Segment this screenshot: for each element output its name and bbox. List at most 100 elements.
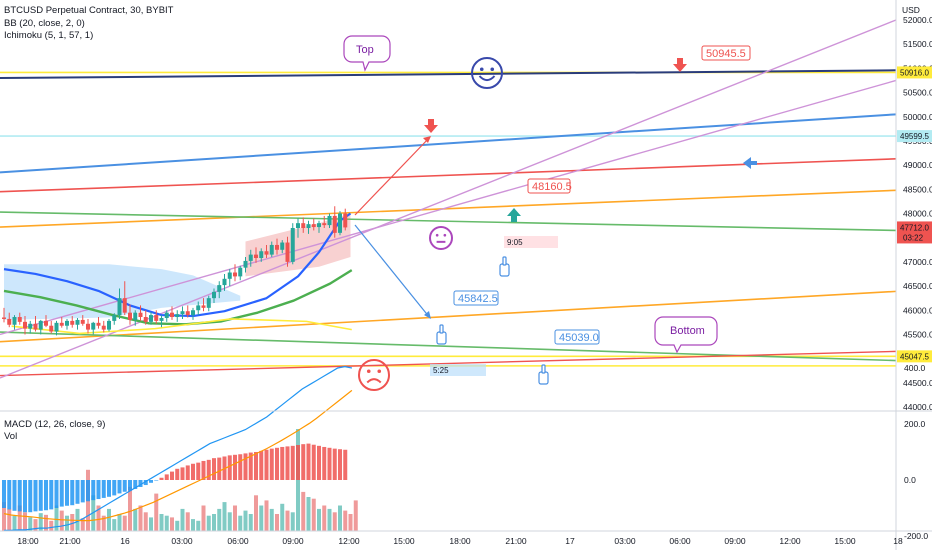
volume-bar xyxy=(311,498,316,531)
happy-face-icon-outline xyxy=(471,57,503,89)
candle-body xyxy=(138,312,143,318)
trend-line xyxy=(0,211,897,232)
macd-tick-label: -200.0 xyxy=(904,531,928,541)
volume-bar xyxy=(317,508,321,531)
candle-body xyxy=(44,320,48,326)
price-tick-label: 47000.0 xyxy=(903,257,932,267)
price-note-50945: 50945.5 xyxy=(706,48,746,60)
macd-histogram-bar xyxy=(112,480,117,496)
volume-bar xyxy=(196,520,201,531)
candle-body xyxy=(86,323,90,330)
volume-bar xyxy=(112,519,117,531)
volume-bar xyxy=(191,519,195,531)
ichimoku-indicator-label[interactable]: Ichimoku (5, 1, 57, 1) xyxy=(4,30,94,41)
volume-bar xyxy=(227,512,232,531)
price-tag-box xyxy=(897,130,932,143)
volume-bar xyxy=(38,513,43,531)
volume-bar xyxy=(96,505,101,531)
macd-histogram-bar xyxy=(290,445,295,480)
volume-bar xyxy=(107,508,111,531)
volume-bar xyxy=(164,515,169,531)
candle-body xyxy=(238,267,243,277)
volume-bar xyxy=(269,508,274,531)
macd-pane xyxy=(2,365,358,532)
price-tag-countdown: 03:22 xyxy=(903,233,924,242)
sad-face-icon-outline xyxy=(358,359,390,391)
macd-histogram-bar xyxy=(306,443,311,480)
price-tick-label: 52000.0 xyxy=(903,15,932,25)
price-tick-label: 51500.0 xyxy=(903,39,932,49)
candle-body xyxy=(7,318,12,325)
price-tick-label: 45500.0 xyxy=(903,329,932,339)
candle-body xyxy=(54,322,59,332)
volume-bar xyxy=(180,508,185,531)
volume-bar xyxy=(17,505,22,531)
price-tag-box xyxy=(897,221,932,244)
candle-body xyxy=(96,322,101,326)
volume-bar xyxy=(238,515,243,531)
ichimoku-lagging-line xyxy=(11,318,352,335)
volume-bar xyxy=(80,518,85,531)
candle-body xyxy=(107,320,111,330)
candle-body xyxy=(59,322,64,326)
candle-body xyxy=(180,311,185,315)
macd-histogram-bar xyxy=(180,467,185,480)
ichimoku-cloud xyxy=(4,213,351,320)
bb-indicator-label[interactable]: BB (20, close, 2, 0) xyxy=(4,18,85,29)
volume-bar xyxy=(133,508,138,531)
candle-body xyxy=(49,325,54,332)
macd-histogram-bar xyxy=(343,449,348,480)
candle-body xyxy=(317,223,321,228)
candle-body xyxy=(117,298,122,316)
candle-body xyxy=(201,305,206,308)
macd-histogram-bar xyxy=(70,480,75,506)
pointing-hand-icon xyxy=(499,263,510,277)
volume-bar xyxy=(65,515,69,531)
time-range-box xyxy=(430,364,486,376)
volume-bar xyxy=(154,493,159,531)
time-tick-label: 15:00 xyxy=(834,536,856,546)
macd-histogram-bar xyxy=(23,480,27,513)
macd-histogram-bar xyxy=(217,457,222,480)
bottom-callout xyxy=(654,316,718,354)
trend-line xyxy=(0,113,897,174)
volume-bar xyxy=(28,517,33,531)
volume-bar xyxy=(49,520,54,531)
vol-indicator-label[interactable]: Vol xyxy=(4,431,18,442)
macd-histogram-bar xyxy=(175,468,180,480)
macd-histogram-bar xyxy=(227,455,232,480)
macd-histogram-bar xyxy=(65,480,69,506)
volume-bar xyxy=(275,514,279,531)
candle-body xyxy=(91,322,96,330)
macd-histogram-bar xyxy=(280,446,285,480)
macd-tick-label: 200.0 xyxy=(904,419,926,429)
macd-indicator-label[interactable]: MACD (12, 26, close, 9) xyxy=(4,419,106,430)
price-note-45039: 45039.0 xyxy=(559,332,599,344)
price-tick-label: 48000.0 xyxy=(903,209,932,219)
candle-body xyxy=(70,320,75,325)
pointing-hand-icon-finger xyxy=(439,324,444,334)
sad-face-icon-eye xyxy=(377,369,382,374)
macd-histogram-bar xyxy=(196,462,201,480)
macd-histogram-bar xyxy=(44,480,48,511)
macd-histogram-bar xyxy=(2,480,6,508)
macd-axis[interactable]: 400.0 200.0 0.0 -200.0 xyxy=(904,363,928,541)
time-axis[interactable]: 18:00 21:00 16 03:00 06:00 09:00 12:00 15:00 18:… xyxy=(17,536,903,546)
macd-histogram-bar xyxy=(259,450,264,480)
candle-body xyxy=(290,228,295,262)
macd-histogram-bar xyxy=(285,446,290,480)
price-tick-label: 44500.0 xyxy=(903,378,932,388)
candle-body xyxy=(23,321,27,329)
volume-bar xyxy=(138,505,143,531)
price-tick-label: 46500.0 xyxy=(903,281,932,291)
volume-bar xyxy=(280,503,285,531)
price-note-45039-box xyxy=(554,329,600,345)
macd-histogram-bar xyxy=(91,480,96,501)
macd-histogram-bar xyxy=(238,454,243,480)
price-tag-label: 50916.0 xyxy=(900,68,929,77)
time-tick-label: 12:00 xyxy=(338,536,360,546)
candle-body xyxy=(280,242,285,250)
candle-body xyxy=(75,319,80,325)
time-tick-label: 03:00 xyxy=(171,536,193,546)
